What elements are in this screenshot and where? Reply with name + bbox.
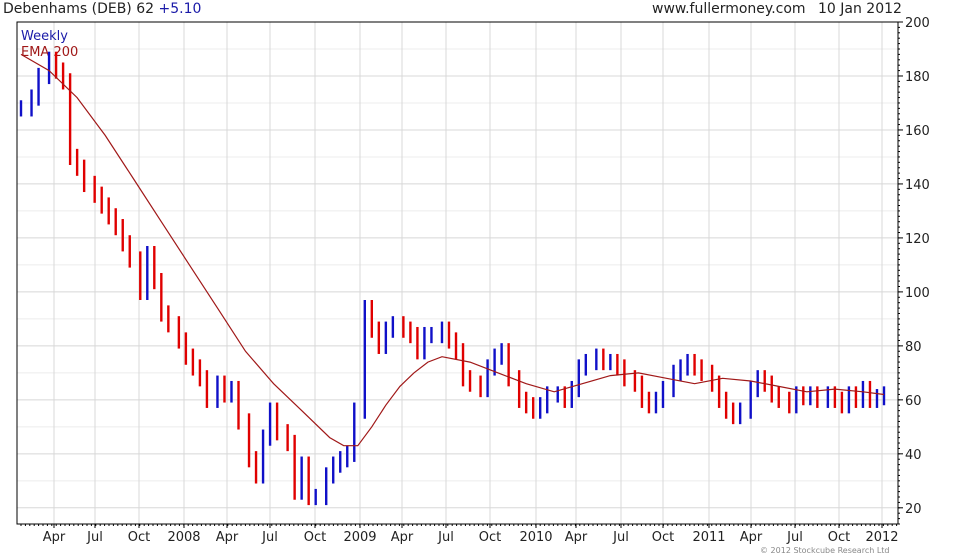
plot-frame (16, 21, 899, 525)
x-tick-label: Apr (740, 530, 763, 545)
ema-200-line (20, 53, 885, 447)
x-tick-label: Oct (828, 530, 850, 545)
x-tick-label: 2011 (692, 530, 725, 545)
x-tick-label: 2009 (343, 530, 376, 545)
copyright-notice: © 2012 Stockcube Research Ltd (760, 546, 890, 555)
chart-header: Debenhams (DEB) 62 +5.10 www.fullermoney… (0, 0, 902, 18)
y-tick-label: 20 (905, 502, 922, 517)
legend-timeframe: Weekly (21, 29, 68, 44)
price-change: +5.10 (158, 1, 202, 17)
x-tick-label: 2008 (167, 530, 200, 545)
source-url[interactable]: www.fullermoney.com (652, 1, 806, 17)
x-tick-label: Apr (391, 530, 414, 545)
x-tick-label: Oct (479, 530, 501, 545)
y-tick-label: 100 (905, 286, 930, 301)
x-tick-label: 2010 (519, 530, 552, 545)
y-tick-label: 160 (905, 124, 930, 139)
y-tick-label: 140 (905, 178, 930, 193)
chart-date: 10 Jan 2012 (818, 1, 902, 17)
price-bars (19, 51, 886, 506)
x-tick-label: Oct (652, 530, 674, 545)
x-tick-label: Apr (216, 530, 239, 545)
symbol-title: Debenhams (DEB) 62 (3, 1, 155, 17)
y-tick-label: 120 (905, 232, 930, 247)
y-tick-label: 80 (905, 340, 922, 355)
x-tick-label: Apr (43, 530, 66, 545)
x-tick-label: Jul (612, 530, 629, 545)
y-tick-label: 200 (905, 16, 930, 31)
x-tick-label: Oct (128, 530, 150, 545)
y-tick-label: 180 (905, 70, 930, 85)
x-tick-label: 2012 (865, 530, 898, 545)
x-tick-label: Oct (304, 530, 326, 545)
symbol-title-line: Debenhams (DEB) 62 +5.10 (3, 1, 201, 17)
x-tick-label: Jul (437, 530, 454, 545)
x-tick-label: Apr (565, 530, 588, 545)
x-tick-label: Jul (86, 530, 103, 545)
y-tick-label: 40 (905, 448, 922, 463)
x-tick-label: Jul (261, 530, 278, 545)
x-tick-label: Jul (786, 530, 803, 545)
y-tick-label: 60 (905, 394, 922, 409)
